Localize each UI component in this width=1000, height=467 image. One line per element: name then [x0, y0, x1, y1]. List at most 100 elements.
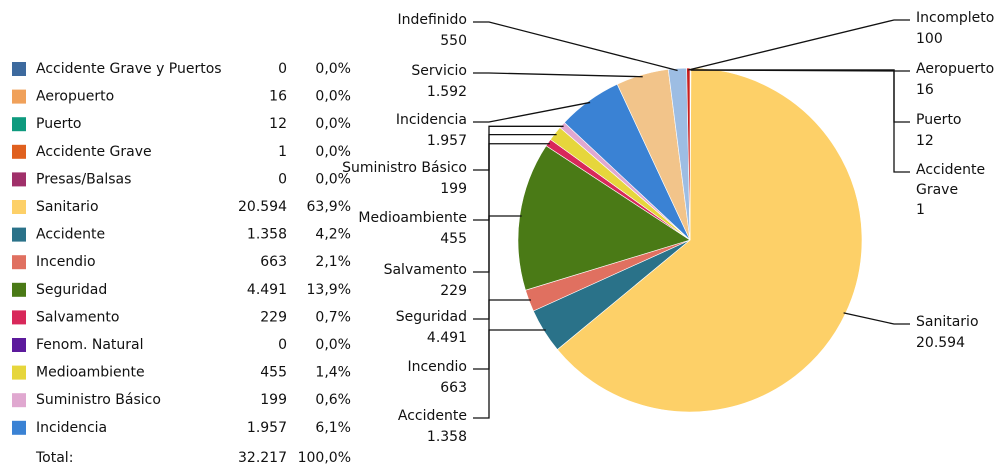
legend-value: 1.957 — [247, 420, 287, 436]
slice-value-label: 229 — [440, 283, 467, 299]
slice-label-line: Accidente — [916, 162, 985, 178]
slice-label: Seguridad — [396, 309, 467, 325]
legend-swatch — [12, 144, 26, 159]
legend-swatch — [12, 255, 26, 270]
legend-percent: 0,0% — [315, 61, 351, 77]
slice-label: Salvamento — [384, 262, 467, 278]
pie-slice — [686, 67, 691, 241]
slice-value-label: 1 — [916, 202, 925, 218]
legend-swatch — [12, 393, 26, 408]
legend-name: Puerto — [36, 116, 82, 132]
slice-value-label: 199 — [440, 181, 467, 197]
legend-percent: 2,1% — [315, 254, 351, 270]
slice-label: Sanitario — [916, 314, 979, 330]
legend-name: Incidencia — [36, 420, 107, 436]
legend-value: 229 — [260, 309, 287, 325]
leader-line — [473, 72, 643, 78]
legend-percent: 4,2% — [315, 227, 351, 243]
legend-name: Fenom. Natural — [36, 337, 144, 353]
total-value: 32.217 — [238, 450, 287, 466]
legend-value: 455 — [260, 365, 287, 381]
leader-line — [843, 312, 910, 325]
leader-line — [473, 101, 591, 123]
leader-line — [473, 125, 564, 171]
legend-swatch — [12, 420, 26, 435]
legend-value: 663 — [260, 254, 287, 270]
legend-value: 1 — [278, 144, 287, 160]
legend-swatch — [12, 200, 26, 214]
slice-label: Incompleto — [916, 10, 994, 26]
legend-value: 0 — [278, 61, 287, 77]
pie — [517, 67, 863, 413]
slice-value-label: 16 — [916, 82, 934, 98]
slice-label: Indefinido — [397, 12, 467, 28]
legend-name: Accidente — [36, 227, 105, 243]
legend-name: Salvamento — [36, 309, 119, 325]
leader-line — [473, 299, 531, 370]
slice-label: Incendio — [407, 359, 467, 375]
legend-value: 12 — [269, 116, 287, 132]
legend-name: Sanitario — [36, 199, 99, 215]
legend-percent: 63,9% — [307, 199, 351, 215]
legend-swatch — [12, 227, 26, 242]
legend-percent: 6,1% — [315, 420, 351, 436]
leader-line — [473, 133, 557, 221]
slice-label: Aeropuerto — [916, 61, 994, 77]
slice-value-label: 1.592 — [427, 84, 467, 100]
slice-value-label: 4.491 — [427, 330, 467, 346]
legend-percent: 0,0% — [315, 116, 351, 132]
legend-name: Incendio — [36, 254, 96, 270]
legend-percent: 0,0% — [315, 89, 351, 105]
legend-percent: 1,4% — [315, 365, 351, 381]
legend-percent: 0,0% — [315, 144, 351, 160]
slice-label: Medioambiente — [358, 210, 467, 226]
total-percent: 100,0% — [298, 450, 351, 466]
legend-swatch — [12, 365, 26, 380]
legend-swatch — [12, 62, 26, 76]
legend-name: Medioambiente — [36, 365, 145, 381]
slice-label: Accidente — [398, 408, 467, 424]
legend-value: 20.594 — [238, 199, 287, 215]
legend-value: 0 — [278, 337, 287, 353]
leader-line — [473, 215, 522, 320]
slice-label-line: Grave — [916, 182, 958, 198]
slice-value-label: 455 — [440, 231, 467, 247]
slice-value-label: 12 — [916, 133, 934, 149]
legend-name: Aeropuerto — [36, 89, 114, 105]
slice-value-label: 550 — [440, 33, 467, 49]
slice-label: Servicio — [411, 63, 467, 79]
legend-swatch — [12, 310, 26, 325]
legend-value: 4.491 — [247, 282, 287, 298]
legend-name: Accidente Grave y Puertos — [36, 61, 222, 77]
legend-swatch — [12, 117, 26, 132]
slice-value-label: 663 — [440, 380, 467, 396]
slice-label: Puerto — [916, 112, 962, 128]
legend-percent: 0,0% — [315, 171, 351, 187]
leader-line — [473, 329, 546, 419]
legend-value: 0 — [278, 171, 287, 187]
slice-value-label: 1.957 — [427, 133, 467, 149]
slice-value-label: 20.594 — [916, 335, 965, 351]
legend-name: Seguridad — [36, 282, 107, 298]
legend-percent: 0,0% — [315, 337, 351, 353]
slice-label: Incidencia — [396, 112, 467, 128]
legend-swatch — [12, 89, 26, 104]
legend-value: 1.358 — [247, 227, 287, 243]
slice-label: Accidente Grave — [916, 162, 985, 198]
legend-value: 199 — [260, 392, 287, 408]
legend-name: Presas/Balsas — [36, 171, 131, 187]
legend-percent: 13,9% — [307, 282, 351, 298]
slice-value-label: 1.358 — [427, 429, 467, 445]
legend-swatch — [12, 338, 26, 352]
legend-swatch — [12, 282, 26, 297]
legend-name: Suministro Básico — [36, 392, 161, 408]
legend-name: Accidente Grave — [36, 144, 152, 160]
slice-label: Suministro Básico — [342, 160, 467, 176]
total-label: Total: — [35, 450, 73, 466]
legend-value: 16 — [269, 89, 287, 105]
leader-line — [688, 19, 910, 71]
leader-line — [473, 21, 678, 72]
leader-line — [690, 69, 910, 173]
